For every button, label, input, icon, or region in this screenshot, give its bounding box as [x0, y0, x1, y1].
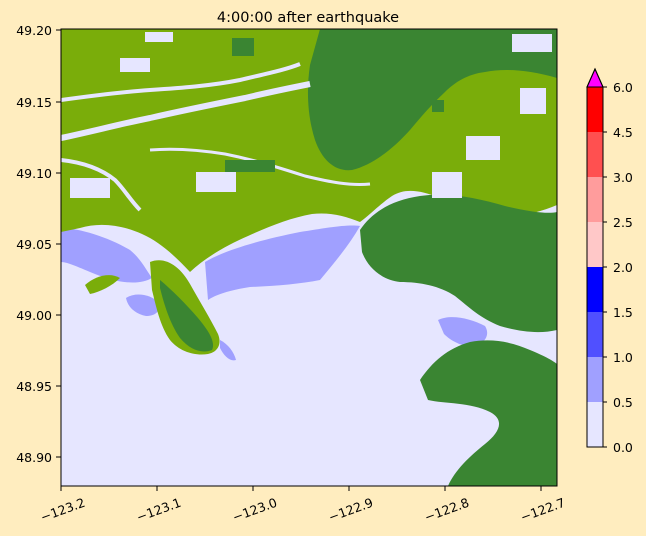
colorbar-tick-label: 1.5	[613, 305, 633, 320]
colorbar-tick-label: 2.0	[613, 260, 633, 275]
x-tick-label: −123.0	[230, 495, 279, 525]
colorbar-bin-0	[587, 402, 603, 447]
colorbar-tick-label: 6.0	[613, 80, 633, 95]
y-tick-label: 49.15	[16, 95, 52, 110]
x-tick-label: −123.2	[38, 495, 87, 525]
land-upland-east	[360, 194, 557, 333]
x-tick-label: −122.9	[326, 495, 375, 525]
x-tick-label: −122.8	[422, 495, 471, 525]
land-tsawwassen-upland	[160, 280, 214, 352]
x-tick-label: −122.7	[518, 495, 567, 525]
land-upland-southeast	[420, 340, 557, 486]
dark-patch-1	[225, 160, 275, 172]
colorbar-tick-label: 2.5	[613, 215, 633, 230]
y-tick-label: 48.90	[16, 450, 52, 465]
flood-patch-west	[61, 228, 152, 283]
colorbar-bin-1	[587, 357, 603, 402]
flood-patch-pointroberts	[220, 340, 236, 361]
colorbar-tick-label: 0.0	[613, 440, 633, 455]
colorbar-bin-6	[587, 132, 603, 177]
colorbar-bin-7	[587, 87, 603, 132]
y-tick-label: 49.20	[16, 23, 52, 38]
y-tick-label: 49.00	[16, 308, 52, 323]
y-tick-label: 49.05	[16, 237, 52, 252]
x-axis: −123.2 −123.1 −123.0 −122.9 −122.8 −122.…	[38, 486, 567, 525]
inland-water-8	[120, 58, 150, 72]
y-tick-label: 49.10	[16, 166, 52, 181]
inland-water-6	[70, 178, 110, 198]
colorbar: 0.0 0.5 1.0 1.5 2.0 2.5 3.0 4.5 6.0	[586, 67, 633, 455]
colorbar-bin-2	[587, 312, 603, 357]
colorbar-tick-label: 1.0	[613, 350, 633, 365]
inland-water-7	[196, 172, 236, 192]
colorbar-extend-triangle	[586, 67, 604, 88]
colorbar-bin-4	[587, 222, 603, 267]
dark-patch-2	[232, 38, 254, 56]
plot-title: 4:00:00 after earthquake	[217, 10, 399, 26]
map-area	[61, 29, 557, 486]
inland-water-4	[466, 136, 500, 160]
dark-patch-3	[432, 100, 444, 112]
colorbar-bin-5	[587, 177, 603, 222]
colorbar-outline	[586, 67, 604, 448]
y-tick-label: 48.95	[16, 379, 52, 394]
flood-patch-delta	[205, 225, 360, 300]
inland-water-5	[432, 172, 462, 198]
coastal-inlet	[61, 158, 142, 212]
y-axis: 49.20 49.15 49.10 49.05 49.00 48.95 48.9…	[16, 23, 61, 465]
colorbar-tick-label: 0.5	[613, 395, 633, 410]
colorbar-tick-label: 3.0	[613, 170, 633, 185]
inland-water-2	[512, 34, 552, 52]
land-upland-northeast	[307, 29, 557, 171]
colorbar-tick-label: 4.5	[613, 125, 633, 140]
inland-water-1	[145, 32, 173, 42]
land-west-spit	[85, 275, 120, 294]
flood-patch-southwest	[126, 294, 160, 316]
flood-patch-bay	[438, 317, 488, 347]
colorbar-bin-3	[587, 267, 603, 312]
plot-frame	[60, 28, 558, 487]
inland-water-3	[520, 88, 546, 114]
fraser-river-north-arm	[61, 62, 301, 102]
x-tick-label: −123.1	[134, 495, 183, 525]
fraser-river-main	[61, 81, 311, 141]
